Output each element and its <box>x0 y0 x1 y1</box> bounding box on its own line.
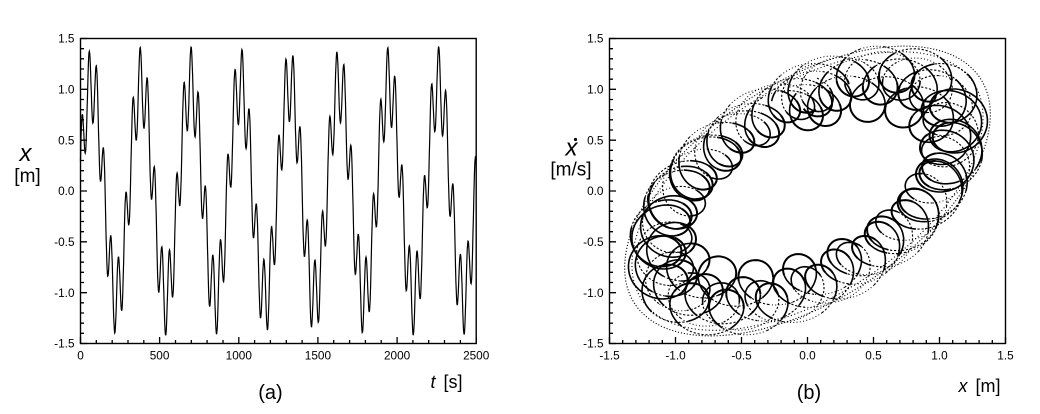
svg-text:0.0: 0.0 <box>58 184 75 198</box>
svg-text:-1.0: -1.0 <box>54 286 75 300</box>
svg-text:-0.5: -0.5 <box>54 235 75 249</box>
svg-text:x: x <box>565 135 579 162</box>
svg-text:1000: 1000 <box>226 349 253 363</box>
svg-text:1.5: 1.5 <box>587 32 604 46</box>
svg-text:0.5: 0.5 <box>587 133 604 147</box>
svg-text:500: 500 <box>150 349 170 363</box>
svg-text:-1.5: -1.5 <box>583 337 604 351</box>
svg-text:0.5: 0.5 <box>58 133 75 147</box>
svg-text:[m/s]: [m/s] <box>550 160 591 181</box>
svg-text:1500: 1500 <box>305 349 332 363</box>
svg-text:-1.0: -1.0 <box>583 286 604 300</box>
svg-text:-0.5: -0.5 <box>583 235 604 249</box>
svg-text:1.0: 1.0 <box>931 349 948 363</box>
svg-text:-0.5: -0.5 <box>731 349 752 363</box>
svg-text:[m]: [m] <box>14 166 40 187</box>
svg-text:(b): (b) <box>797 382 821 404</box>
svg-text:2000: 2000 <box>384 349 411 363</box>
svg-text:0.5: 0.5 <box>865 349 882 363</box>
svg-text:1.0: 1.0 <box>58 83 75 97</box>
svg-text:t [s]: t [s] <box>431 372 463 392</box>
svg-text:2500: 2500 <box>463 349 490 363</box>
svg-text:x [m]: x [m] <box>958 376 1001 396</box>
svg-text:-1.0: -1.0 <box>665 349 686 363</box>
svg-text:0.0: 0.0 <box>799 349 816 363</box>
svg-text:(a): (a) <box>258 382 282 404</box>
svg-text:x: x <box>19 140 33 167</box>
svg-text:0.0: 0.0 <box>587 184 604 198</box>
svg-text:1.5: 1.5 <box>997 349 1014 363</box>
svg-text:1.5: 1.5 <box>58 32 75 46</box>
svg-text:0: 0 <box>77 349 84 363</box>
svg-text:1.0: 1.0 <box>587 83 604 97</box>
svg-text:-1.5: -1.5 <box>599 349 620 363</box>
svg-text:-1.5: -1.5 <box>54 337 75 351</box>
